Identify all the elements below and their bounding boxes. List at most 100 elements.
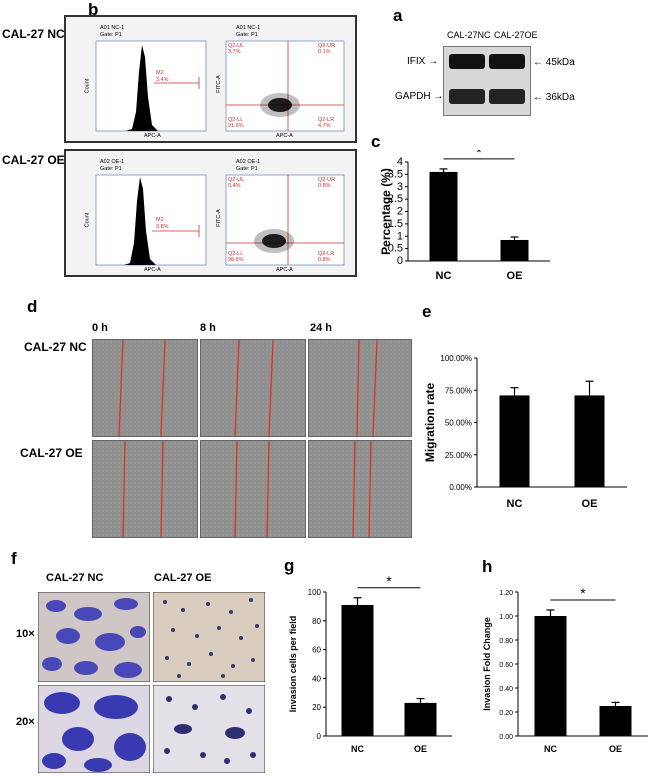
scatter-xlabel-oe: APC-A xyxy=(276,267,293,273)
wb-band-gapdh-nc xyxy=(449,89,485,104)
scatter-gate-nc: Gate: P1 xyxy=(236,32,258,38)
bar xyxy=(499,395,530,487)
transwell-oe-10x xyxy=(153,592,265,682)
chart-h: 0.00 0.20 0.40 0.60 0.80 1.00 1.20 NC OE Invasion… xyxy=(482,585,648,754)
y-tick-label: 0.60 xyxy=(499,662,513,669)
wound-nc-0h xyxy=(92,339,198,437)
y-tick-label: 4 xyxy=(397,156,403,168)
category-label: NC xyxy=(351,744,364,754)
scatter-gate-oe: Gate: P1 xyxy=(236,166,258,172)
y-tick-label: 60 xyxy=(312,646,321,655)
q-lr-oe: Q2-LR xyxy=(318,251,335,257)
flow-row-label-oe: CAL-27 OE xyxy=(2,153,65,167)
wound-oe-8h xyxy=(200,440,306,538)
transwell-row-label-10x: 10× xyxy=(16,628,35,640)
panel-label-g: g xyxy=(284,556,295,575)
category-label: NC xyxy=(507,498,523,510)
bar xyxy=(534,616,567,736)
y-tick-label: 1 xyxy=(397,230,403,242)
hist-xlabel-oe: APC-A xyxy=(144,267,161,273)
y-tick-label: 0.40 xyxy=(499,686,513,693)
q-ul-oe: Q2-UL xyxy=(228,177,245,183)
y-tick-label: 0.20 xyxy=(499,710,513,717)
bar xyxy=(500,239,529,261)
panel-label-c: c xyxy=(371,132,381,151)
bar xyxy=(404,702,437,736)
wound-row-label-oe: CAL-27 OE xyxy=(20,446,83,460)
hist-gate-oe: Gate: P1 xyxy=(100,166,122,172)
wound-lines xyxy=(234,339,274,437)
transwell-nc-20x xyxy=(38,685,150,773)
wb-size-gapdh: ← 36kDa xyxy=(533,92,575,103)
scatter-ylabel-oe: FITC-A xyxy=(215,209,222,227)
transwell-nc-10x xyxy=(38,592,150,682)
scatter-title-oe: A02 OE-1 xyxy=(236,159,261,165)
y-axis-label: Invasion Fold Change xyxy=(482,617,492,711)
y-tick-label: 2 xyxy=(397,206,403,218)
y-tick-label: 25.00% xyxy=(445,451,472,460)
y-tick-label: 0.5 xyxy=(388,243,403,255)
significance-marker: * xyxy=(386,573,392,589)
y-tick-label: 20 xyxy=(312,703,321,712)
bar xyxy=(341,604,374,736)
hist-title-oe: A02 OE-1 xyxy=(100,159,125,165)
transwell-row-label-20x: 20× xyxy=(16,716,35,728)
bar xyxy=(599,706,632,736)
category-label: OE xyxy=(609,744,622,754)
wb-band-ifix-nc xyxy=(449,54,485,69)
flow-box-oe: A02 OE-1 Gate: P1 M2 0.8% APC-A Count A0… xyxy=(64,149,357,277)
category-label: NC xyxy=(436,270,452,282)
transwell-col-label-oe: CAL-27 OE xyxy=(154,572,212,584)
q-lr-pct-oe: 0.8% xyxy=(318,257,331,263)
wound-oe-0h xyxy=(92,440,198,538)
scatter-title-nc: A01 NC-1 xyxy=(236,25,261,31)
y-tick-label: 1.00 xyxy=(499,614,513,621)
y-tick-label: 3.5 xyxy=(388,168,403,180)
scatter-ylabel-nc: FITC-A xyxy=(215,75,222,93)
wb-row-label-gapdh: GAPDH → xyxy=(395,91,444,102)
panel-label-d: d xyxy=(27,297,38,316)
q-ur-pct-nc: 0.1% xyxy=(318,49,331,55)
chart-e: 0.00% 25.00% 50.00% 75.00% 100.00% NC OE Migrat… xyxy=(423,354,627,510)
wb-col-label-nc: CAL-27NC xyxy=(447,30,491,40)
timepoint-24h: 24 h xyxy=(310,322,333,334)
wb-col-label-oe: CAL-27OE xyxy=(494,30,538,40)
q-lr-pct-nc: 4.7% xyxy=(318,123,331,129)
y-tick-label: 0.00% xyxy=(449,483,472,492)
wound-nc-24h xyxy=(308,339,412,437)
hist-gate-pct-oe: 0.8% xyxy=(156,224,169,230)
wound-oe-24h xyxy=(308,440,412,538)
wound-nc-8h xyxy=(200,339,306,437)
chart-c: 00.511.522.533.54 NC OE Percentage (%) * xyxy=(380,150,550,282)
hist-ylabel-nc: Count xyxy=(84,78,91,94)
wound-lines xyxy=(234,440,270,538)
q-ur-pct-oe: 0.8% xyxy=(318,183,331,189)
wound-lines xyxy=(352,440,372,538)
scatter-xlabel-nc: APC-A xyxy=(276,133,293,139)
y-tick-label: 0 xyxy=(317,732,322,741)
significance-marker: * xyxy=(580,585,586,601)
y-tick-label: 100 xyxy=(308,588,322,597)
category-label: OE xyxy=(507,270,523,282)
hist-title-nc: A01 NC-1 xyxy=(100,25,125,31)
q-ul-nc: Q2-UL xyxy=(228,43,245,49)
transwell-col-label-nc: CAL-27 NC xyxy=(46,572,104,584)
y-axis-label: Invasion cells per field xyxy=(288,616,298,713)
panel-label-b: b xyxy=(88,0,99,19)
transwell-oe-20x xyxy=(153,685,265,773)
wb-band-gapdh-oe xyxy=(489,89,525,104)
hist-gate-nc: Gate: P1 xyxy=(100,32,122,38)
hist-gate-label-nc: M2 xyxy=(156,70,164,76)
flow-row-label-nc: CAL-27 NC xyxy=(2,27,65,41)
y-tick-label: 50.00% xyxy=(445,419,472,428)
y-tick-label: 75.00% xyxy=(445,386,472,395)
q-ll-pct-oe: 98.8% xyxy=(228,257,244,263)
wb-row-label-ifix: IFIX → xyxy=(407,56,439,67)
q-ll-oe: Q2-LL xyxy=(228,251,244,257)
q-ur-nc: Q2-UR xyxy=(318,43,336,49)
y-axis-label: Percentage (%) xyxy=(380,168,393,255)
bar xyxy=(574,395,605,487)
q-ul-pct-oe: 0.4% xyxy=(228,183,241,189)
q-ll-pct-nc: 91.6% xyxy=(228,123,244,129)
y-tick-label: 1.5 xyxy=(388,218,403,230)
